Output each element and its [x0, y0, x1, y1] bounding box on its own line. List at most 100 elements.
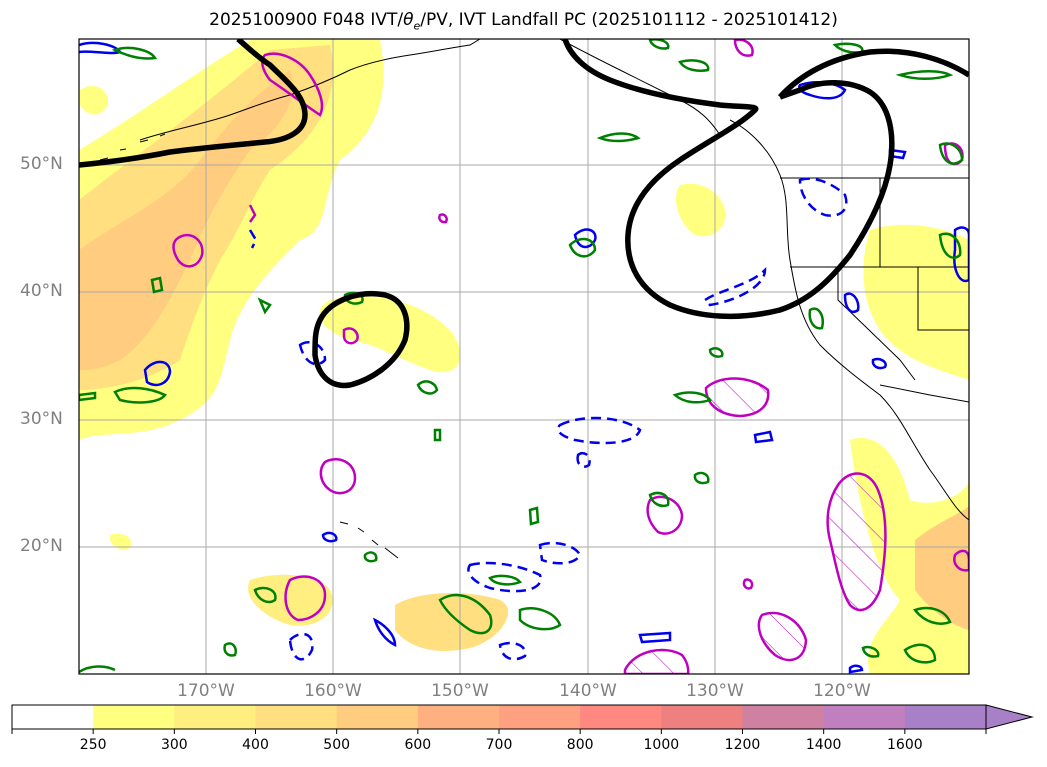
theta-e-southeast-2: [903, 643, 937, 664]
ivt-band-central: [319, 296, 461, 373]
lon-label-160w: 160°W: [304, 681, 362, 701]
colorbar-segment: [93, 705, 175, 729]
california-nevada: [837, 267, 916, 381]
pv-positive-contours: [172, 39, 969, 674]
pv-negative-dashed: [248, 177, 848, 661]
pv-neg-bottom: [638, 631, 672, 644]
colorbar-tick-label: 400: [242, 737, 269, 753]
theta-e-right: [938, 142, 964, 165]
lon-label-130w: 130°W: [686, 681, 744, 701]
colorbar-segment: [823, 705, 906, 729]
pv-neg-dash-1: [556, 416, 642, 445]
colorbar-segment: [12, 705, 94, 729]
colorbar-segment: [580, 705, 662, 729]
alaska-panhandle: [559, 39, 721, 136]
theta-e-south-8: [693, 471, 710, 485]
pv-neg-dash-7: [498, 641, 527, 661]
pv-pos-small-3: [248, 204, 257, 223]
map-plot-area: [79, 39, 969, 674]
theta-e-center-3: [257, 297, 272, 315]
colorbar-tick-label: 1200: [724, 737, 761, 753]
lon-label-170w: 170°W: [177, 681, 235, 701]
lat-label-20n: 20°N: [20, 536, 63, 556]
pv-neg-east-coast: [843, 292, 860, 314]
colorbar-tick-label: 1600: [887, 737, 923, 753]
ivt-band-southwest: [395, 593, 509, 651]
theta-e-center-2: [416, 380, 439, 395]
pv-neg-mid: [573, 228, 597, 249]
lon-label-140w: 140°W: [559, 681, 617, 701]
theta-e-southeast: [912, 606, 952, 625]
colorbar-segment: [499, 705, 581, 729]
colorbar-segment: [661, 705, 743, 729]
colorbar-extend-arrow: [985, 704, 1034, 730]
theta-e-mid-2: [433, 428, 442, 442]
lat-label-30n: 30°N: [20, 409, 63, 429]
colorbar-segment: [174, 705, 256, 729]
theta-e-west-2: [79, 391, 97, 402]
theta-e-south-3: [438, 593, 493, 635]
aleutian-islands: [99, 133, 166, 161]
theta-e-mid-3: [708, 347, 724, 358]
colorbar-segment: [904, 705, 987, 729]
pv-pos-east-mid: [704, 377, 770, 418]
pv-pos-west: [172, 233, 204, 268]
colorbar-segment: [255, 705, 338, 729]
pv-neg-right: [953, 226, 969, 283]
theta-e-south-2: [223, 642, 237, 657]
lon-label-120w: 120°W: [813, 681, 871, 701]
theta-e-south: [253, 586, 277, 604]
pv-pos-small-1: [742, 578, 754, 590]
theta-e-south-7: [672, 391, 713, 404]
colorbar-tick-label: 250: [79, 737, 107, 753]
theta-e-north-6: [895, 70, 954, 80]
colorbar-segment: [336, 705, 419, 729]
theta-e-north-2: [568, 237, 597, 258]
theta-e-mid-1: [528, 506, 540, 526]
colorbar: [11, 704, 1034, 734]
colorbar-segment: [417, 705, 500, 729]
lat-label-50n: 50°N: [20, 154, 63, 174]
pv-neg-bottom-right: [848, 664, 864, 674]
pv-pos-southeast-large: [826, 472, 887, 612]
pv-pos-north-east: [733, 39, 754, 57]
ivt-small-south: [109, 533, 132, 550]
pv-neg-dash-8: [798, 177, 848, 217]
theta-e-north-4: [678, 59, 710, 72]
pv-pos-hawaii-south: [284, 575, 327, 622]
nevada-utah: [917, 267, 969, 331]
pv-pos-small-2: [438, 213, 448, 224]
pv-neg-dash-10: [576, 451, 591, 469]
colorbar-tick-label: 800: [566, 737, 594, 753]
colorbar-segment: [742, 705, 825, 729]
pv-neg-dash-9: [248, 229, 258, 249]
pv-pos-central-south: [646, 495, 684, 535]
theta-e-south-4: [518, 607, 562, 631]
theta-e-northwest: [111, 46, 158, 60]
theta-e-contours: [79, 39, 964, 674]
theta-e-right-3: [808, 307, 824, 330]
colorbar-tick-label: 1000: [643, 737, 680, 753]
theta-e-west: [113, 386, 167, 404]
pv-neg-mexico: [871, 357, 887, 370]
ivt-small-north: [80, 85, 109, 115]
theta-e-bottom-2: [363, 551, 378, 563]
map-frame: [78, 38, 970, 675]
lat-label-40n: 40°N: [20, 281, 63, 301]
theta-e-right-2: [938, 232, 962, 259]
theta-e-north-3: [648, 39, 670, 50]
theta-e-bottom: [79, 665, 116, 674]
colorbar-tick-label: 700: [485, 737, 513, 753]
map-title: 2025100900 F048 IVT/θe/PV, IVT Landfall …: [209, 10, 838, 33]
pv-neg-hawaii: [321, 531, 338, 543]
pv-neg-west: [143, 360, 172, 387]
pv-pos-south-tip: [757, 611, 808, 662]
landfall-pc-north-west: [79, 39, 308, 168]
north-america-coast: [729, 119, 969, 521]
gridlines: [79, 39, 969, 674]
us-mexico-border: [879, 384, 969, 403]
landfall-pc-northeast: [777, 48, 969, 99]
pv-neg-south-east: [753, 430, 774, 444]
pv-neg-dash-2: [703, 266, 767, 307]
pv-pos-center-small: [342, 327, 359, 345]
